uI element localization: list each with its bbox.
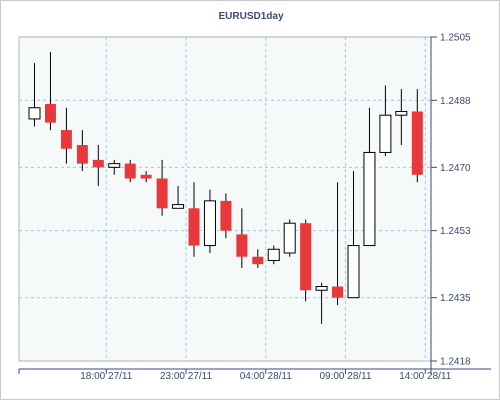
x-tick-label: 04:00 28/11 <box>240 371 293 382</box>
candle-body-down <box>252 256 264 265</box>
candle-body-up <box>395 110 408 116</box>
x-tick-label: 09:00 28/11 <box>319 371 372 382</box>
candle-body-down <box>76 145 88 164</box>
candle-body-down <box>92 159 104 168</box>
y-tick-label: 1.2418 <box>440 357 471 368</box>
y-tick-label: 1.2453 <box>440 226 471 237</box>
plot-area <box>19 37 431 361</box>
candle-body-up <box>347 245 360 299</box>
candle-body-down <box>236 234 248 257</box>
y-tick-label: 1.2488 <box>440 96 471 107</box>
candle-body-down <box>300 223 312 291</box>
candle-body-down <box>220 200 232 231</box>
chart-title: EURUSD1day <box>218 11 284 22</box>
candle-body-up <box>172 204 185 209</box>
candle-body-up <box>267 248 280 261</box>
candle-body-up <box>379 114 392 153</box>
candle-body-up <box>363 151 376 247</box>
y-tick-label: 1.2505 <box>440 33 471 44</box>
x-tick-label: 18:00 27/11 <box>80 371 133 382</box>
y-tick-label: 1.2435 <box>440 293 471 304</box>
candle-body-down <box>124 163 136 179</box>
candle-body-up <box>203 200 216 247</box>
candle-body-down <box>411 111 423 175</box>
candle-body-down <box>140 174 152 179</box>
candle-body-up <box>315 286 328 291</box>
candle-body-down <box>60 130 72 149</box>
candle-body-up <box>283 222 296 254</box>
y-tick-label: 1.2470 <box>440 163 471 174</box>
candle-body-down <box>188 208 200 246</box>
candle-body-up <box>108 163 121 168</box>
candle-body-down <box>332 286 344 298</box>
candle-body-up <box>28 107 41 120</box>
candle-body-down <box>156 178 168 209</box>
x-tick-label: 23:00 27/11 <box>160 371 213 382</box>
x-tick-label: 14:00 28/11 <box>399 371 452 382</box>
candle-body-down <box>44 104 56 123</box>
